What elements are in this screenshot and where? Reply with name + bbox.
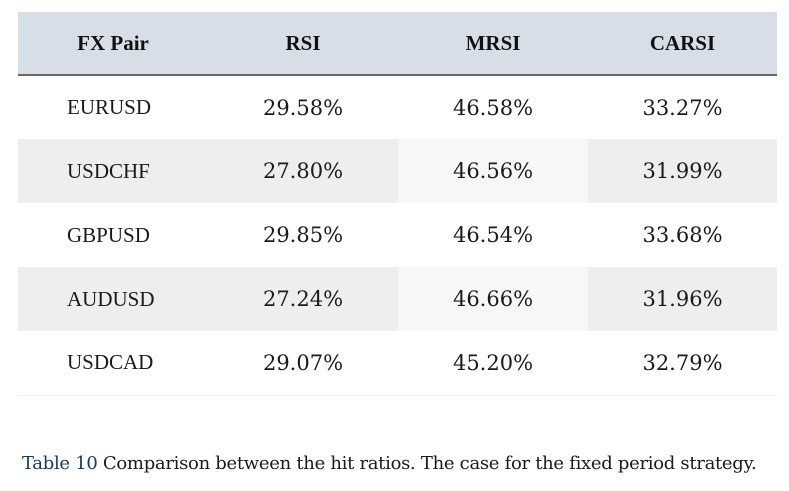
header-mrsi: MRSI [398,12,588,76]
cell-carsi: 33.68% [642,223,723,247]
header-rsi: RSI [208,12,398,76]
caption-label: Table 10 [22,453,98,474]
cell-carsi: 33.27% [642,95,723,120]
cell-mrsi: 46.54% [452,223,534,247]
cell-mrsi: 46.56% [398,139,588,203]
cell-rsi: 27.24% [208,267,398,331]
results-table-container: FX Pair RSI MRSI CARSI EURUSD 29.58% 46.… [18,12,777,396]
cell-fx-pair: USDCAD [67,350,154,375]
table-header-row: FX Pair RSI MRSI CARSI [18,12,777,76]
cell-mrsi: 46.58% [452,95,534,120]
cell-mrsi: 45.20% [452,350,534,375]
cell-rsi: 29.58% [262,95,344,120]
hit-ratio-table: FX Pair RSI MRSI CARSI EURUSD 29.58% 46.… [18,12,777,396]
table-caption: Table 10 Comparison between the hit rati… [22,453,757,474]
header-fx-pair: FX Pair [18,12,208,76]
header-carsi: CARSI [588,12,777,76]
cell-fx-pair: EURUSD [67,95,152,119]
cell-carsi: 31.99% [588,139,777,203]
cell-rsi: 29.85% [262,223,344,247]
table-row: AUDUSD 27.24% 46.66% 31.96% [18,267,777,331]
cell-rsi: 29.07% [262,350,344,375]
cell-mrsi: 46.66% [398,267,588,331]
cell-fx-pair: USDCHF [18,139,208,203]
caption-text: Comparison between the hit ratios. The c… [97,453,757,474]
cell-carsi: 32.79% [642,350,723,375]
cell-rsi: 27.80% [208,139,398,203]
table-row: GBPUSD 29.85% 46.54% 33.68% [18,203,777,267]
table-row: EURUSD 29.58% 46.58% 33.27% [18,75,777,139]
cell-carsi: 31.96% [588,267,777,331]
table-row: USDCAD 29.07% 45.20% 32.79% [18,331,777,395]
cell-fx-pair: AUDUSD [18,267,208,331]
cell-fx-pair: GBPUSD [67,222,150,247]
table-row: USDCHF 27.80% 46.56% 31.99% [18,139,777,203]
